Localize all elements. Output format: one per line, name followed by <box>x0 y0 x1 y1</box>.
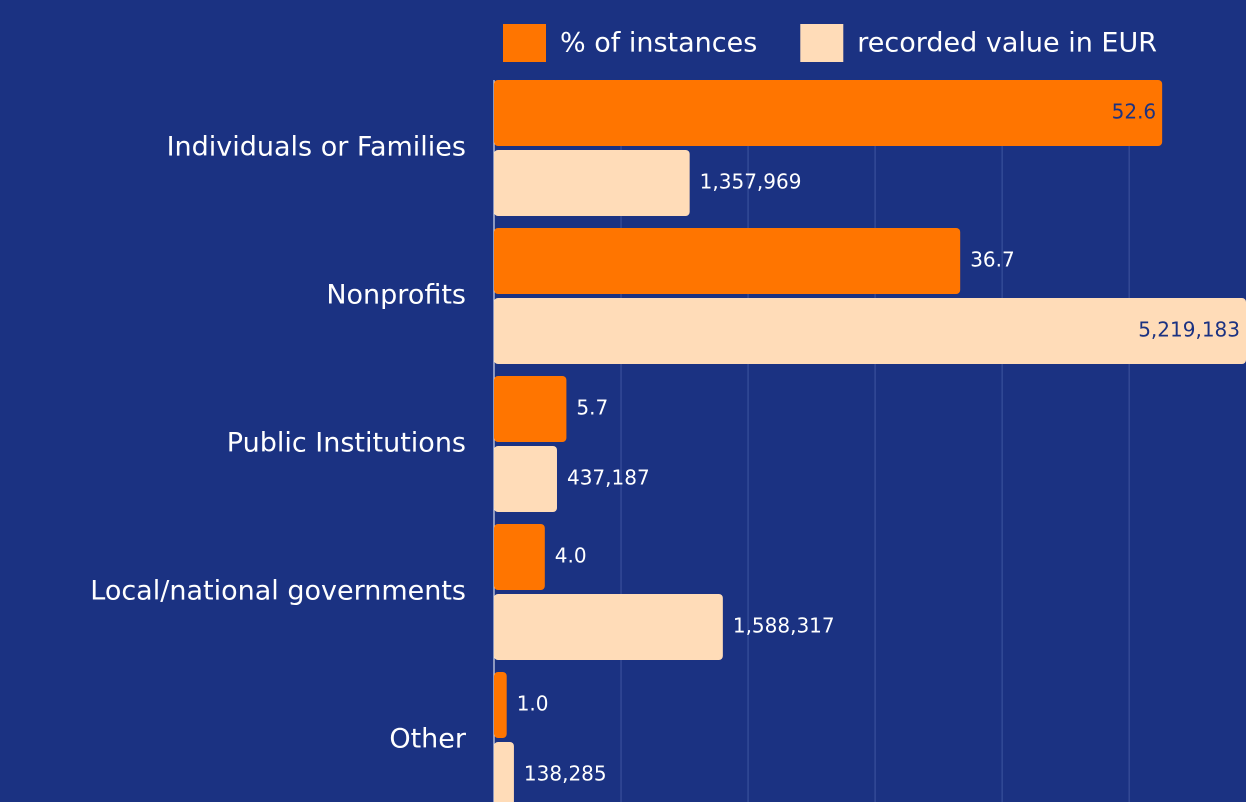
value-label: 1,588,317 <box>733 614 835 638</box>
value-label: 5,219,183 <box>1138 318 1240 342</box>
legend-swatch <box>800 24 844 62</box>
legend-label: recorded value in EUR <box>857 28 1157 59</box>
bar <box>494 298 1246 364</box>
bar <box>494 524 545 590</box>
y-tick-label: Nonprofits <box>326 280 466 311</box>
bar <box>494 150 690 216</box>
bar <box>494 594 723 660</box>
bar <box>494 742 514 802</box>
bar <box>494 376 567 442</box>
value-label: 1,357,969 <box>700 170 802 194</box>
value-label: 1.0 <box>517 692 549 716</box>
value-label: 4.0 <box>555 544 587 568</box>
value-label: 437,187 <box>567 466 650 490</box>
bar <box>494 446 557 512</box>
value-label: 5.7 <box>576 396 608 420</box>
legend-swatch <box>503 24 546 62</box>
y-tick-label: Individuals or Families <box>167 132 466 163</box>
value-label: 36.7 <box>970 248 1015 272</box>
bar <box>494 228 961 294</box>
y-tick-label: Public Institutions <box>227 428 466 459</box>
y-tick-label: Local/national governments <box>90 576 466 607</box>
bar <box>494 672 507 738</box>
y-tick-label: Other <box>389 724 467 755</box>
value-label: 52.6 <box>1112 100 1157 124</box>
value-label: 138,285 <box>524 762 607 786</box>
legend-label: % of instances <box>560 28 757 59</box>
bar <box>494 80 1163 146</box>
